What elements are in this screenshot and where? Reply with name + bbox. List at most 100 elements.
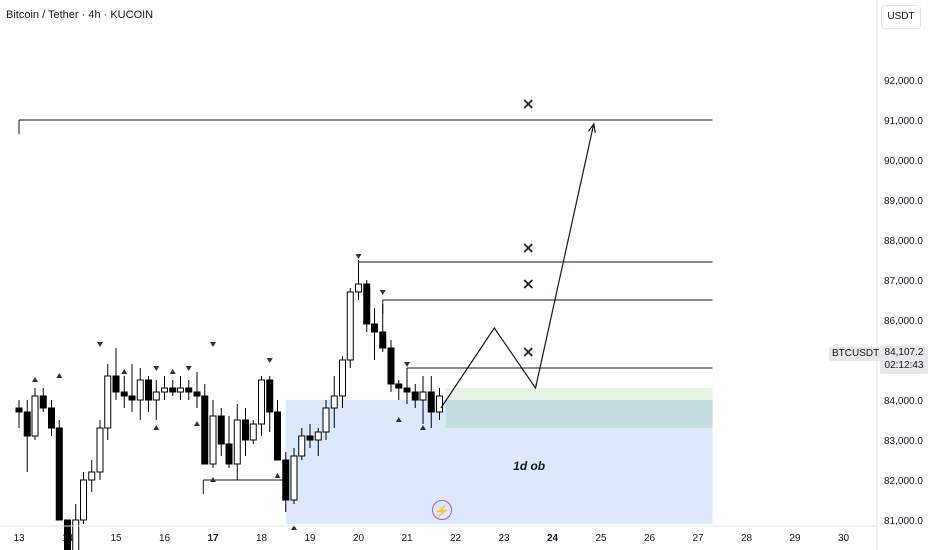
flash-icon[interactable]: ⚡: [432, 500, 452, 520]
candle-body: [169, 387, 177, 393]
fractal-up-arrow: [210, 477, 216, 482]
chart-title: Bitcoin / Tether · 4h · KUCOIN: [6, 9, 154, 21]
x-tick-label: 18: [256, 533, 268, 544]
candle-body: [23, 411, 31, 437]
fractal-down-arrow: [379, 290, 386, 295]
x-mark: [523, 99, 533, 109]
zone-overlap: [445, 400, 713, 428]
x-tick-label: 24: [547, 533, 559, 544]
candle-body: [371, 323, 379, 333]
candle-body: [387, 347, 395, 385]
candle: [193, 372, 201, 408]
candle-body: [249, 423, 257, 441]
candle-body: [266, 379, 274, 413]
candle-body: [355, 283, 362, 293]
candle: [290, 448, 298, 504]
y-tick-label: 90,000.0: [884, 156, 923, 167]
candle-body: [161, 387, 168, 393]
candle: [88, 460, 96, 492]
candle-body: [31, 395, 39, 437]
candle-body: [104, 375, 112, 429]
candles-layer: [15, 260, 443, 550]
x-mark: [523, 347, 533, 357]
candle: [330, 376, 338, 428]
annotations-layer: [32, 99, 596, 530]
candle: [152, 380, 160, 420]
candle-body: [314, 431, 322, 441]
candle-body: [15, 407, 23, 413]
x-tick-label: 23: [498, 533, 510, 544]
candle: [338, 356, 346, 408]
fractal-down-arrow: [210, 342, 216, 347]
candle: [169, 380, 177, 396]
x-tick-label: 20: [353, 533, 365, 544]
y-tick-label: 89,000.0: [884, 196, 923, 207]
candle: [225, 416, 233, 468]
candle: [395, 380, 403, 400]
current-price: 84,107.2: [884, 347, 924, 358]
candle: [241, 408, 249, 456]
candle-body: [55, 427, 63, 521]
candle: [266, 376, 274, 432]
candle: [64, 519, 71, 550]
candle: [201, 384, 209, 465]
candle: [177, 376, 185, 400]
candle: [314, 428, 322, 456]
candle: [161, 376, 168, 400]
fractal-down-arrow: [185, 366, 192, 371]
fractal-down-arrow: [266, 358, 273, 363]
candle: [55, 420, 63, 521]
candle-body: [201, 395, 209, 465]
candle: [185, 380, 193, 400]
y-tick-label: 86,000.0: [884, 316, 923, 327]
fractal-up-arrow: [169, 369, 176, 374]
candle: [298, 428, 306, 460]
candle-countdown: 02:12:43: [884, 360, 924, 371]
candle-body: [217, 415, 225, 445]
candle: [31, 388, 39, 440]
candle: [306, 424, 314, 448]
candle-body: [411, 391, 419, 401]
x-tick-label: 25: [595, 533, 607, 544]
candle-body: [177, 387, 185, 393]
zone-label: 1d ob: [513, 459, 545, 473]
candle-body: [80, 479, 88, 521]
zones-layer: 1d ob: [285, 388, 713, 524]
x-tick-label: 16: [159, 533, 171, 544]
x-mark: [523, 279, 533, 289]
candle-body: [47, 407, 55, 429]
y-tick-label: 88,000.0: [884, 236, 923, 247]
candle-body: [306, 435, 314, 441]
candle-body: [88, 471, 96, 481]
fractal-down-arrow: [96, 342, 103, 347]
currency-unit-button[interactable]: USDT: [881, 5, 921, 29]
fractal-up-arrow: [121, 369, 128, 374]
candle: [128, 364, 136, 412]
candle: [104, 364, 112, 440]
x-tick-label: 22: [450, 533, 462, 544]
candle: [363, 280, 371, 332]
candle: [39, 388, 47, 412]
x-tick-label: 28: [741, 533, 753, 544]
x-tick-label: 13: [13, 533, 25, 544]
y-tick-label: 91,000.0: [884, 116, 923, 127]
candle: [249, 420, 257, 444]
projection-arrowhead: [588, 122, 596, 133]
candle-body: [193, 391, 201, 397]
candle-body: [282, 459, 290, 501]
candle-body: [185, 387, 193, 393]
candle-body: [258, 379, 265, 425]
candle: [80, 472, 88, 524]
candle: [96, 420, 104, 480]
candle: [427, 376, 435, 428]
candle: [411, 384, 419, 408]
candle: [371, 308, 379, 360]
candle: [72, 504, 80, 550]
x-tick-label: 15: [110, 533, 122, 544]
x-tick-label: 14: [62, 533, 74, 544]
candle: [274, 400, 282, 461]
x-axis: 13 14 15 16 17 18 19 20 21 22 23 24 25 26 27 28 29 30: [13, 533, 849, 544]
candle-body: [120, 391, 128, 397]
y-tick-label: 81,000.0: [884, 516, 923, 527]
